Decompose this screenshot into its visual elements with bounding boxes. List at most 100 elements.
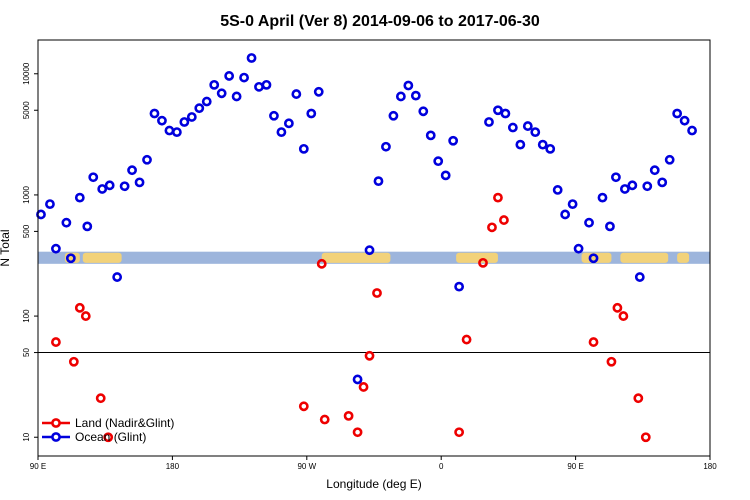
data-point xyxy=(584,217,594,228)
legend-label: Ocean (Glint) xyxy=(75,430,146,444)
data-point xyxy=(224,71,235,81)
data-point xyxy=(499,215,509,225)
data-point xyxy=(567,199,578,209)
data-point xyxy=(484,117,494,127)
data-point xyxy=(612,302,623,313)
data-point xyxy=(373,176,384,187)
data-point xyxy=(679,115,690,126)
data-point xyxy=(611,172,621,183)
x-tick-label: 180 xyxy=(166,462,180,471)
data-point xyxy=(231,91,242,102)
data-point xyxy=(51,337,61,347)
data-point xyxy=(687,125,697,136)
data-point xyxy=(216,88,227,99)
data-point xyxy=(82,221,93,232)
data-point xyxy=(410,90,421,101)
data-point xyxy=(104,180,115,191)
data-point xyxy=(530,127,541,138)
data-point xyxy=(618,311,629,321)
data-point xyxy=(664,154,675,165)
data-point xyxy=(372,288,382,298)
data-point xyxy=(454,281,465,292)
land-patch xyxy=(456,252,498,263)
legend: Land (Nadir&Glint)Ocean (Glint) xyxy=(42,416,174,444)
data-point xyxy=(633,393,644,404)
data-point xyxy=(97,184,108,194)
x-tick-label: 0 xyxy=(439,462,444,471)
legend-marker xyxy=(51,418,61,428)
data-point xyxy=(487,222,497,233)
data-point xyxy=(627,180,638,191)
data-point xyxy=(74,192,85,203)
data-point xyxy=(642,181,653,192)
data-point xyxy=(500,108,511,119)
y-axis: 10 50 100 500 1000 5000 10000 xyxy=(22,62,38,442)
data-point xyxy=(461,334,472,345)
data-point xyxy=(142,154,152,165)
data-point xyxy=(313,86,324,97)
data-point xyxy=(276,127,287,138)
y-tick-label: 5000 xyxy=(22,101,31,119)
data-point xyxy=(507,122,518,133)
data-point xyxy=(448,135,459,146)
data-point xyxy=(269,110,279,121)
data-point xyxy=(179,117,190,127)
data-point xyxy=(364,245,375,256)
data-point xyxy=(478,257,488,268)
y-tick-label: 500 xyxy=(22,224,31,238)
data-point xyxy=(209,79,220,90)
data-point xyxy=(261,79,272,90)
data-point xyxy=(657,177,668,188)
x-axis-label: Longitude (deg E) xyxy=(326,477,421,491)
data-point xyxy=(254,81,264,92)
data-point xyxy=(560,209,571,220)
data-point xyxy=(552,185,563,195)
data-point xyxy=(343,410,354,421)
data-point xyxy=(358,382,369,392)
data-point xyxy=(425,130,436,141)
data-point xyxy=(186,112,197,122)
land-patch xyxy=(677,252,690,263)
data-point xyxy=(364,350,375,361)
data-point xyxy=(298,143,309,154)
data-point xyxy=(433,156,444,167)
data-point xyxy=(388,110,399,121)
data-point xyxy=(440,170,451,181)
legend-marker xyxy=(51,432,61,442)
data-point xyxy=(61,217,72,228)
y-tick-label: 10 xyxy=(22,432,31,441)
y-tick-label: 50 xyxy=(22,348,31,357)
data-point xyxy=(74,302,85,313)
data-point xyxy=(403,80,414,91)
data-point xyxy=(119,181,130,192)
data-point xyxy=(246,53,257,63)
data-point xyxy=(573,243,584,254)
data-point xyxy=(454,427,465,438)
data-point xyxy=(352,427,363,438)
data-point xyxy=(619,184,630,194)
data-point xyxy=(352,374,363,385)
data-point xyxy=(588,253,599,264)
chart-title: 5S-0 April (Ver 8) 2014-09-06 to 2017-06… xyxy=(220,13,540,30)
x-axis: 90 E 180 90 W 0 90 E 180 xyxy=(30,456,717,471)
data-point xyxy=(395,91,406,102)
data-point xyxy=(672,108,683,119)
data-point xyxy=(65,253,76,264)
data-point xyxy=(239,72,249,83)
data-point xyxy=(634,272,645,282)
data-point xyxy=(45,199,55,209)
data-point xyxy=(112,272,123,282)
plot-area xyxy=(36,53,710,443)
data-point xyxy=(80,311,91,321)
data-point xyxy=(103,432,114,443)
data-point xyxy=(134,177,145,188)
data-point xyxy=(149,108,160,119)
x-tick-label: 90 E xyxy=(567,462,583,471)
data-point xyxy=(319,414,330,425)
y-tick-label: 100 xyxy=(22,309,31,323)
x-tick-label: 180 xyxy=(703,462,717,471)
data-point xyxy=(649,165,660,176)
land-patch xyxy=(82,252,122,263)
data-point xyxy=(316,258,327,269)
